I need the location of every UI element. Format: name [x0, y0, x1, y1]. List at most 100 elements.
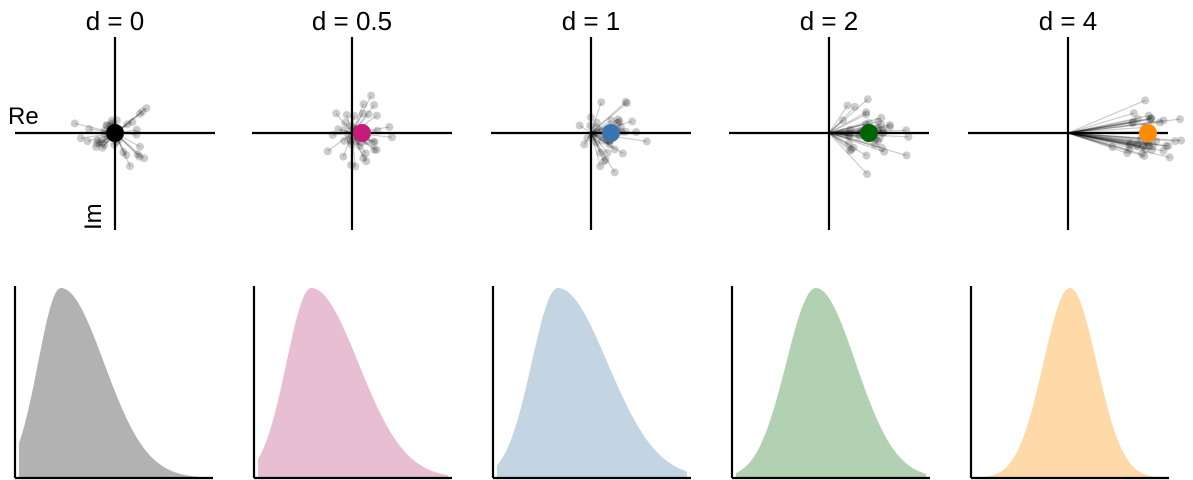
density-area	[497, 288, 687, 478]
sample-vector	[828, 132, 852, 150]
sample-vector	[828, 132, 907, 156]
sample-point	[849, 143, 858, 152]
sample-vector	[1067, 126, 1145, 134]
sample-vector	[828, 122, 870, 134]
sample-point	[1147, 114, 1156, 123]
sample-point	[878, 125, 887, 134]
sample-vector	[348, 132, 353, 136]
sample-point	[1140, 142, 1149, 151]
sample-point	[351, 162, 360, 171]
sample-point	[845, 139, 854, 148]
sample-vector	[1067, 118, 1150, 134]
sample-vector	[590, 132, 597, 143]
sample-point	[83, 137, 92, 146]
density-area	[975, 288, 1165, 478]
sample-vector	[1067, 118, 1138, 134]
sample-vector	[589, 125, 592, 134]
sample-point	[344, 130, 353, 139]
sample-point	[107, 116, 116, 125]
sample-vector	[351, 132, 364, 159]
sample-point	[877, 143, 886, 152]
sample-point	[370, 138, 379, 147]
density-panel-0	[13, 286, 213, 480]
sample-point	[621, 127, 630, 136]
sample-point	[870, 140, 879, 149]
sample-vector	[1067, 130, 1151, 134]
sample-point	[135, 142, 144, 151]
sample-point	[369, 138, 378, 147]
sample-vector	[327, 132, 353, 152]
sample-point	[1129, 118, 1138, 127]
sample-point	[902, 126, 911, 135]
sample-point	[1133, 115, 1142, 124]
sample-point	[342, 110, 351, 119]
sample-vector	[1067, 132, 1154, 147]
sample-point	[610, 168, 619, 177]
sample-point	[614, 115, 623, 124]
sample-point	[119, 148, 128, 157]
sample-vector	[1067, 121, 1160, 134]
panel-title-3: d = 2	[800, 6, 859, 36]
sample-point	[140, 154, 149, 163]
sample-point	[874, 117, 883, 126]
sample-point	[126, 162, 135, 171]
sample-point	[100, 140, 109, 149]
re-axis-label: Re	[8, 103, 39, 130]
sample-vector	[590, 101, 602, 134]
sample-vector	[335, 112, 353, 134]
sample-point	[370, 101, 379, 110]
mean-point	[860, 124, 878, 142]
sample-point	[323, 147, 332, 156]
sample-point	[592, 138, 601, 147]
sample-point	[586, 121, 595, 130]
sample-point	[93, 135, 102, 144]
sample-point	[1141, 96, 1150, 105]
scatter-panel-4	[968, 37, 1186, 230]
sample-point	[592, 118, 601, 127]
sample-point	[596, 162, 605, 171]
sample-point	[628, 117, 637, 126]
sample-point	[112, 116, 121, 125]
sample-point	[878, 129, 887, 138]
sample-vector	[342, 132, 353, 157]
sample-vector	[828, 132, 860, 137]
sample-point	[613, 119, 622, 128]
sample-vector	[1067, 132, 1170, 158]
sample-vector	[351, 132, 356, 167]
sample-vector	[590, 118, 619, 134]
sample-point	[346, 137, 355, 146]
sample-vector	[828, 130, 862, 134]
sample-vector	[590, 132, 607, 161]
sample-point	[850, 102, 859, 111]
sample-point	[133, 150, 142, 159]
sample-point	[588, 132, 597, 141]
sample-vector	[1067, 112, 1135, 134]
sample-point	[350, 111, 359, 120]
sample-point	[575, 121, 584, 130]
sample-point	[110, 140, 119, 149]
density-panel-4	[969, 286, 1169, 480]
sample-point	[364, 110, 373, 119]
sample-point	[862, 108, 871, 117]
sample-point	[599, 157, 608, 166]
sample-point	[607, 116, 616, 125]
sample-vector	[590, 132, 603, 142]
sample-vector	[1067, 132, 1130, 151]
sample-point	[846, 146, 855, 155]
sample-vector	[350, 132, 353, 166]
sample-point	[359, 100, 368, 109]
sample-point	[93, 139, 102, 148]
density-area	[19, 288, 209, 478]
sample-vector	[350, 125, 353, 134]
sample-vector	[1067, 132, 1164, 152]
sample-point	[862, 110, 871, 119]
scatter-panel-3	[729, 37, 929, 230]
sample-point	[844, 130, 853, 139]
sample-point	[586, 113, 595, 122]
sample-point	[642, 137, 651, 146]
sample-point	[1162, 142, 1171, 151]
sample-point	[1141, 145, 1150, 154]
sample-vector	[828, 124, 890, 134]
sample-point	[863, 95, 872, 104]
